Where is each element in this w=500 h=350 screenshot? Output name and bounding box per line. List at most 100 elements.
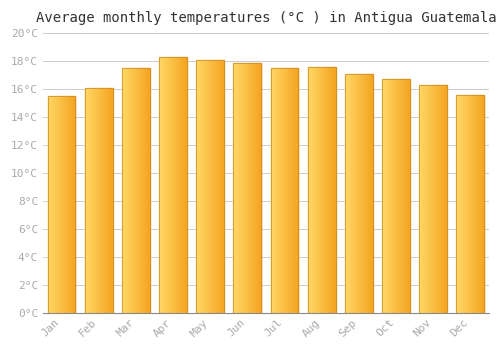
Bar: [133, 68, 134, 313]
Bar: [260, 63, 262, 313]
Bar: [241, 63, 242, 313]
Bar: [208, 60, 209, 313]
Bar: [347, 74, 348, 313]
Bar: [394, 79, 396, 313]
Bar: [459, 95, 460, 313]
Bar: [360, 74, 361, 313]
Bar: [250, 63, 251, 313]
Bar: [217, 60, 218, 313]
Bar: [384, 79, 385, 313]
Bar: [294, 68, 295, 313]
Bar: [87, 88, 88, 313]
Bar: [434, 85, 435, 313]
Bar: [53, 96, 54, 313]
Bar: [95, 88, 96, 313]
Bar: [460, 95, 462, 313]
Bar: [312, 67, 314, 313]
Bar: [402, 79, 403, 313]
Bar: [370, 74, 372, 313]
Bar: [256, 63, 257, 313]
Bar: [350, 74, 351, 313]
Bar: [211, 60, 212, 313]
Bar: [172, 57, 173, 313]
Bar: [310, 67, 311, 313]
Bar: [478, 95, 480, 313]
Bar: [291, 68, 292, 313]
Bar: [457, 95, 458, 313]
Bar: [388, 79, 389, 313]
Bar: [283, 68, 284, 313]
Bar: [438, 85, 440, 313]
Bar: [56, 96, 58, 313]
Bar: [399, 79, 400, 313]
Bar: [183, 57, 184, 313]
Bar: [290, 68, 291, 313]
Bar: [352, 74, 354, 313]
Bar: [96, 88, 98, 313]
Bar: [277, 68, 278, 313]
Bar: [442, 85, 443, 313]
Bar: [66, 96, 67, 313]
Bar: [69, 96, 70, 313]
Bar: [67, 96, 68, 313]
Bar: [386, 79, 387, 313]
Bar: [473, 95, 474, 313]
Bar: [177, 57, 178, 313]
Bar: [144, 68, 145, 313]
Bar: [253, 63, 254, 313]
Bar: [220, 60, 222, 313]
Bar: [204, 60, 206, 313]
Bar: [140, 68, 141, 313]
Bar: [392, 79, 393, 313]
Bar: [295, 68, 296, 313]
Bar: [85, 88, 86, 313]
Bar: [422, 85, 424, 313]
Bar: [280, 68, 281, 313]
Bar: [309, 67, 310, 313]
Bar: [238, 63, 239, 313]
Bar: [308, 67, 336, 313]
Bar: [366, 74, 367, 313]
Bar: [398, 79, 399, 313]
Bar: [105, 88, 106, 313]
Bar: [320, 67, 321, 313]
Bar: [293, 68, 294, 313]
Title: Average monthly temperatures (°C ) in Antigua Guatemala: Average monthly temperatures (°C ) in An…: [36, 11, 496, 25]
Bar: [432, 85, 433, 313]
Bar: [419, 85, 447, 313]
Bar: [471, 95, 472, 313]
Bar: [321, 67, 322, 313]
Bar: [255, 63, 256, 313]
Bar: [475, 95, 476, 313]
Bar: [318, 67, 319, 313]
Bar: [407, 79, 408, 313]
Bar: [467, 95, 468, 313]
Bar: [349, 74, 350, 313]
Bar: [122, 68, 124, 313]
Bar: [469, 95, 470, 313]
Bar: [435, 85, 436, 313]
Bar: [481, 95, 482, 313]
Bar: [135, 68, 136, 313]
Bar: [284, 68, 285, 313]
Bar: [325, 67, 326, 313]
Bar: [364, 74, 365, 313]
Bar: [252, 63, 253, 313]
Bar: [186, 57, 187, 313]
Bar: [427, 85, 428, 313]
Bar: [409, 79, 410, 313]
Bar: [138, 68, 140, 313]
Bar: [178, 57, 180, 313]
Bar: [368, 74, 370, 313]
Bar: [91, 88, 92, 313]
Bar: [48, 96, 76, 313]
Bar: [462, 95, 464, 313]
Bar: [468, 95, 469, 313]
Bar: [327, 67, 328, 313]
Bar: [401, 79, 402, 313]
Bar: [244, 63, 246, 313]
Bar: [101, 88, 102, 313]
Bar: [474, 95, 475, 313]
Bar: [219, 60, 220, 313]
Bar: [458, 95, 459, 313]
